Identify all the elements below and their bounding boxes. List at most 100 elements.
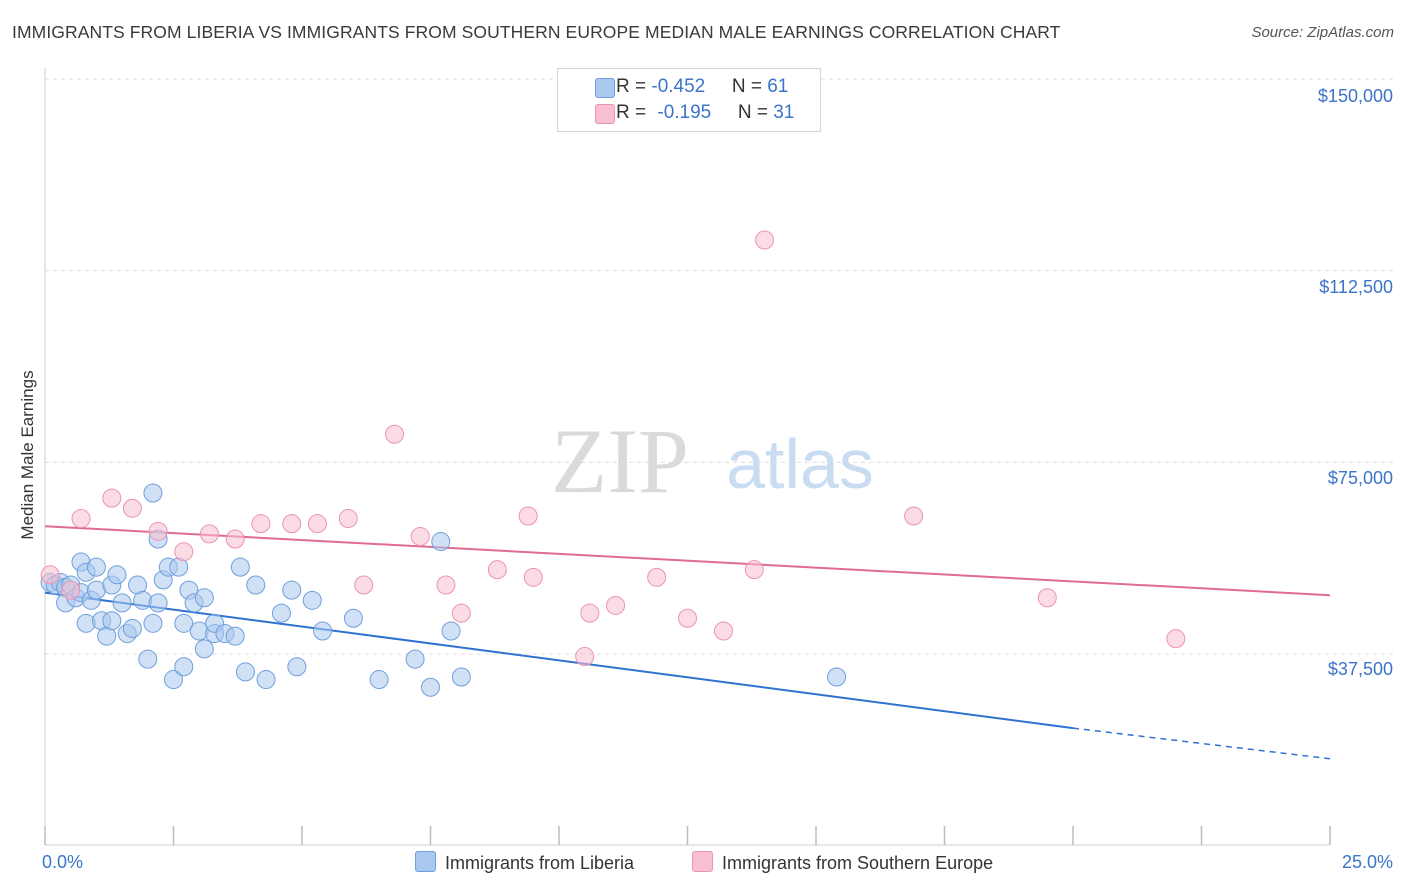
x-tick-label-min: 0.0%: [42, 852, 84, 872]
liberia-point: [174, 613, 194, 633]
southern-europe-point: [199, 524, 219, 544]
y-tick-label: $75,000: [1327, 468, 1393, 488]
data-points: [40, 230, 1186, 697]
liberia-point: [143, 613, 163, 633]
liberia-point: [827, 667, 847, 687]
liberia-point: [421, 677, 440, 697]
southern-europe-point: [755, 230, 775, 250]
liberia-point: [256, 670, 276, 690]
liberia-point: [271, 603, 291, 623]
liberia-point: [313, 621, 333, 641]
liberia-point: [246, 575, 266, 595]
liberia-point: [143, 483, 163, 503]
legend-label: Immigrants from Southern Europe: [722, 853, 994, 873]
southern-europe-point: [523, 567, 543, 587]
watermark-atlas: atlas: [726, 425, 874, 503]
liberia-point: [148, 593, 168, 613]
liberia-trend-line: [44, 591, 1074, 730]
chart-title: IMMIGRANTS FROM LIBERIA VS IMMIGRANTS FR…: [12, 22, 1061, 42]
legend-label: Immigrants from Liberia: [445, 853, 635, 873]
n-value: 31: [773, 102, 795, 123]
southern-europe-point: [713, 621, 733, 641]
r-label: R =: [616, 102, 652, 123]
southern-europe-point: [225, 529, 245, 549]
y-axis-label: Median Male Earnings: [18, 370, 37, 540]
southern-europe-point: [518, 506, 538, 526]
liberia-point: [122, 618, 142, 638]
liberia-point: [194, 588, 214, 608]
southern-europe-point: [1037, 588, 1057, 608]
blue-swatch-icon: [415, 851, 436, 872]
southern-europe-point: [61, 580, 81, 600]
southern-europe-point: [580, 603, 600, 623]
liberia-point: [343, 608, 363, 628]
liberia-point: [112, 593, 132, 613]
stats-row-liberia: R = -0.452 N = 61: [595, 76, 789, 98]
southern-europe-point: [307, 514, 327, 534]
source-label: Source: ZipAtlas.com: [1251, 24, 1394, 41]
stats-row-southern-europe: R = -0.195 N = 31: [595, 102, 795, 124]
x-tick-label-max: 25.0%: [1341, 852, 1393, 872]
southern-europe-point: [251, 514, 271, 534]
southern-europe-point: [678, 608, 697, 628]
southern-europe-point: [575, 647, 595, 667]
southern-europe-point: [385, 424, 405, 444]
southern-europe-point: [1166, 629, 1186, 649]
liberia-point: [102, 611, 122, 631]
y-tick-label: $37,500: [1327, 659, 1393, 679]
liberia-point: [235, 662, 255, 682]
southern-europe-point: [410, 526, 430, 546]
liberia-point: [194, 639, 214, 659]
liberia-trend-extension: [1072, 727, 1331, 760]
liberia-point: [107, 565, 127, 585]
liberia-point: [230, 557, 250, 577]
axes: [44, 68, 1331, 846]
southern-europe-point: [282, 514, 302, 534]
southern-europe-point: [174, 542, 194, 562]
pink-swatch-icon: [595, 104, 615, 124]
southern-europe-point: [436, 575, 456, 595]
southern-europe-point: [487, 560, 507, 580]
southern-europe-point: [354, 575, 374, 595]
southern-europe-point: [122, 498, 142, 518]
southern-europe-point: [647, 567, 667, 587]
n-label: N =: [731, 76, 768, 97]
southern-europe-trend-line: [44, 525, 1331, 597]
y-tick-label: $112,500: [1319, 277, 1393, 297]
r-label: R =: [616, 76, 652, 97]
liberia-point: [86, 557, 106, 577]
southern-europe-point: [606, 595, 626, 615]
southern-europe-point: [71, 509, 91, 529]
blue-swatch-icon: [595, 78, 615, 98]
liberia-point: [225, 626, 245, 646]
liberia-point: [369, 670, 389, 690]
y-tick-label: $150,000: [1317, 86, 1393, 106]
r-value: -0.452: [651, 76, 706, 97]
southern-europe-point: [148, 521, 168, 541]
southern-europe-point: [451, 603, 471, 623]
pink-swatch-icon: [692, 851, 713, 872]
southern-europe-point: [40, 565, 60, 585]
liberia-point: [164, 670, 183, 690]
legend-item-liberia: Immigrants from Liberia: [415, 851, 634, 874]
liberia-point: [431, 532, 451, 552]
r-value: -0.195: [657, 102, 712, 123]
watermark-zip: ZIP: [551, 410, 689, 512]
liberia-point: [451, 667, 471, 687]
n-label: N =: [737, 102, 774, 123]
n-value: 61: [767, 76, 789, 97]
watermark: ZIP atlas: [551, 410, 874, 512]
stats-legend: R = -0.452 N = 61 R = -0.195 N = 31: [557, 68, 821, 132]
liberia-point: [441, 621, 461, 641]
liberia-point: [405, 649, 425, 669]
liberia-point: [282, 580, 302, 600]
liberia-point: [138, 649, 158, 669]
southern-europe-point: [744, 560, 764, 580]
southern-europe-point: [338, 509, 358, 529]
liberia-point: [287, 657, 307, 677]
liberia-point: [174, 657, 194, 677]
liberia-point: [302, 590, 322, 610]
southern-europe-point: [904, 506, 924, 526]
southern-europe-point: [102, 488, 122, 508]
